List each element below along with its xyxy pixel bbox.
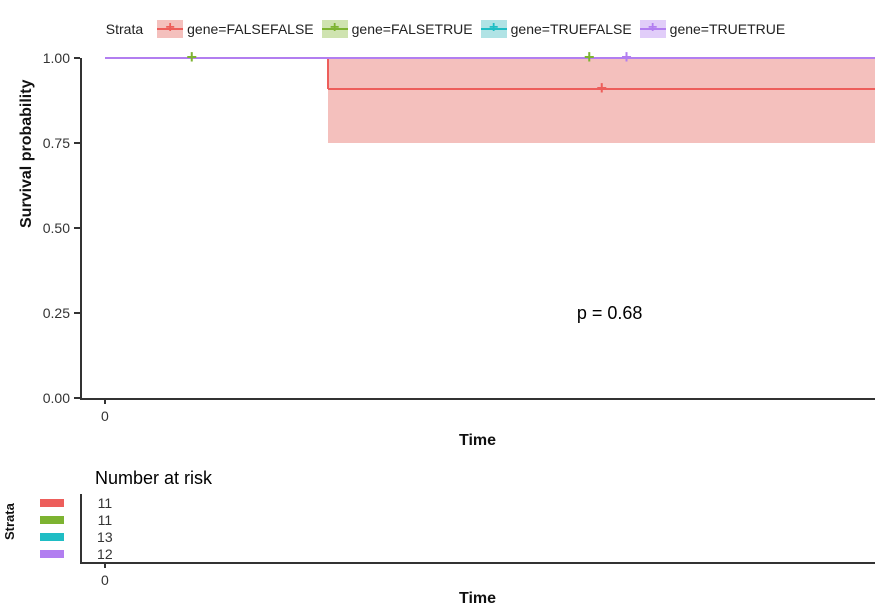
y-axis-title: Survival probability [18,80,36,228]
legend-item-1: + gene=FALSEFALSE [157,20,313,38]
survival-step-line [105,57,875,59]
legend-label: gene=FALSETRUE [352,21,473,37]
survival-step-drop [327,58,329,89]
risk-strata-axis-title: Strata [2,503,17,540]
legend-label: gene=TRUETRUE [670,21,786,37]
risk-table-value: 13 [97,529,113,545]
risk-table-value: 12 [97,546,113,562]
risk-y-axis-line [80,494,82,562]
y-tick-label: 0.00 [43,390,70,406]
y-tick-label: 0.25 [43,305,70,321]
legend-title: Strata [106,21,143,37]
legend-label: gene=FALSEFALSE [187,21,313,37]
legend: Strata + gene=FALSEFALSE + gene=FALSETRU… [0,20,891,38]
y-tick-label: 1.00 [43,50,70,66]
legend-item-2: + gene=FALSETRUE [322,20,473,38]
risk-x-tick-label: 0 [101,572,109,588]
y-tick-label: 0.75 [43,135,70,151]
y-tick-label: 0.50 [43,220,70,236]
survival-plot: 0.000.250.500.751.000++++p = 0.68 [80,58,875,398]
censor-mark: + [621,48,632,66]
risk-table-value: 11 [98,495,113,511]
legend-swatch-2: + [322,20,348,38]
legend-label: gene=TRUEFALSE [511,21,632,37]
risk-strata-strip [30,494,70,562]
censor-mark: + [596,79,607,97]
legend-swatch-1: + [157,20,183,38]
x-axis-title: Time [80,432,875,450]
legend-swatch-3: + [481,20,507,38]
x-tick-mark [104,398,106,404]
risk-table-value: 11 [98,512,113,528]
y-axis-line [80,58,82,398]
legend-item-4: + gene=TRUETRUE [640,20,786,38]
y-tick-mark [74,227,80,229]
p-value-label: p = 0.68 [577,303,643,324]
risk-strata-swatch [40,533,64,541]
y-tick-mark [74,142,80,144]
y-tick-mark [74,312,80,314]
censor-mark: + [187,48,198,66]
risk-x-axis-title: Time [80,590,875,608]
y-tick-mark [74,57,80,59]
confidence-band [328,58,875,143]
x-axis-line [80,398,875,400]
risk-strata-swatch [40,550,64,558]
y-tick-mark [74,397,80,399]
risk-x-axis-line [80,562,875,564]
risk-x-tick-mark [104,562,106,568]
risk-table-panel: 111113120 [80,494,875,562]
risk-strata-swatch [40,499,64,507]
legend-swatch-4: + [640,20,666,38]
risk-strata-swatch [40,516,64,524]
x-tick-label: 0 [101,408,109,424]
risk-table-title: Number at risk [95,468,212,489]
censor-mark: + [584,48,595,66]
legend-item-3: + gene=TRUEFALSE [481,20,632,38]
